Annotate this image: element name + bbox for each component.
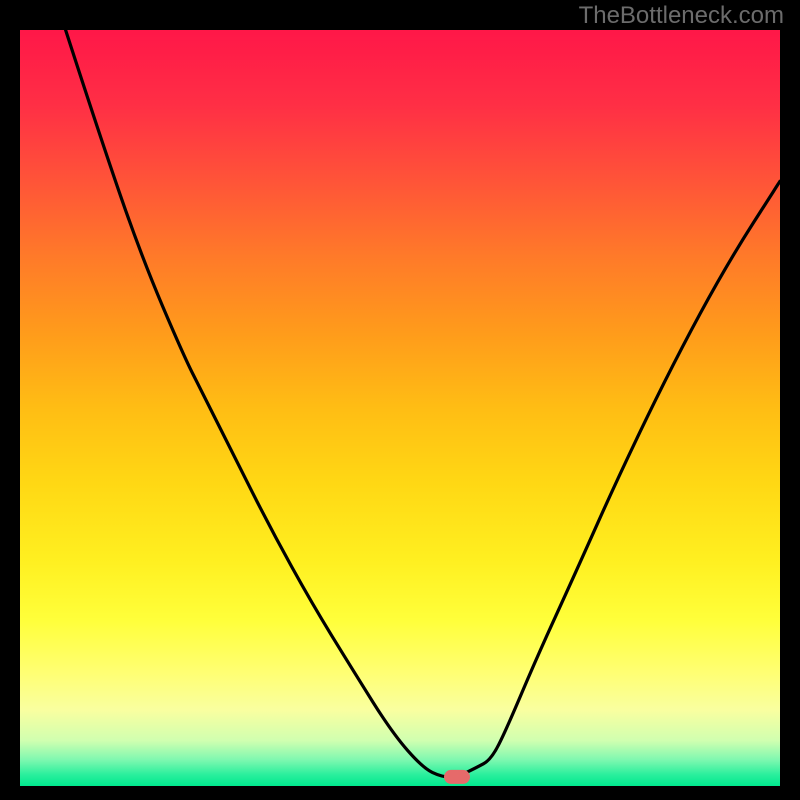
gradient-background <box>20 30 780 786</box>
watermark-text: TheBottleneck.com <box>579 2 784 30</box>
minimum-marker <box>444 770 470 784</box>
bottleneck-chart <box>0 0 800 800</box>
